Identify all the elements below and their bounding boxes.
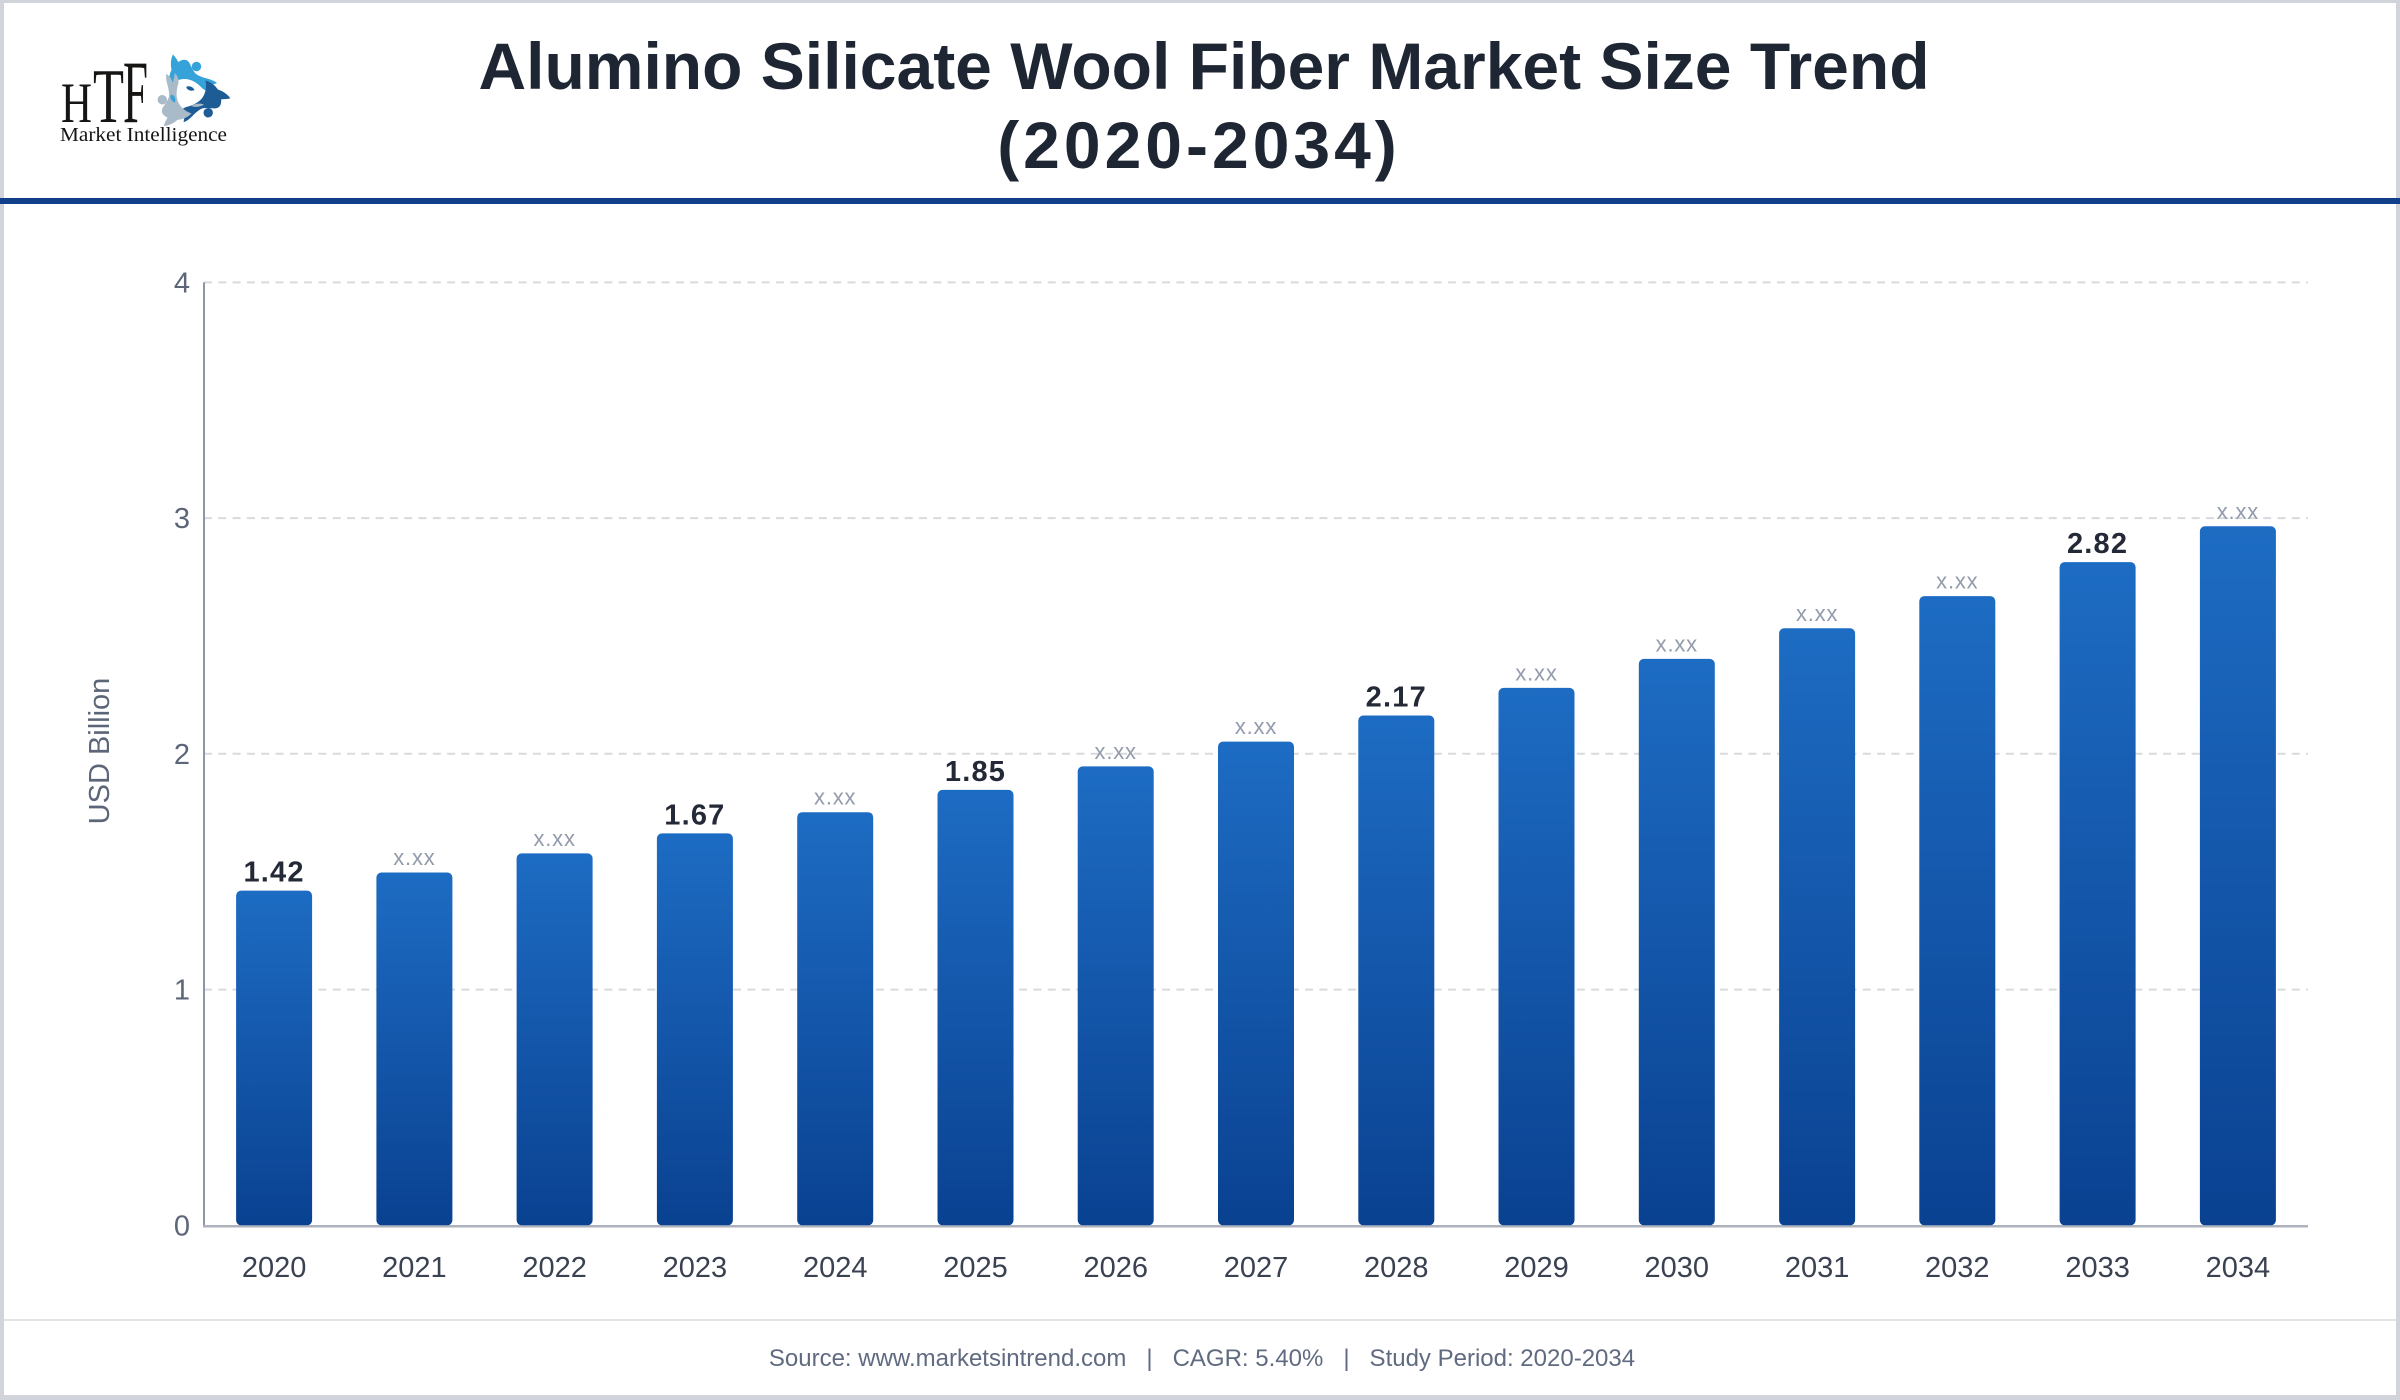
svg-text:x.xx: x.xx [1936, 569, 1978, 594]
svg-text:Market Intelligence: Market Intelligence [60, 124, 227, 146]
svg-text:1.42: 1.42 [243, 857, 304, 889]
svg-text:x.xx: x.xx [533, 826, 575, 851]
svg-text:2032: 2032 [1925, 1252, 1990, 1284]
svg-text:H: H [61, 72, 92, 135]
svg-text:x.xx: x.xx [1235, 714, 1277, 739]
svg-text:x.xx: x.xx [393, 845, 435, 870]
svg-text:2034: 2034 [2206, 1252, 2271, 1284]
svg-text:x.xx: x.xx [1796, 601, 1838, 626]
svg-text:x.xx: x.xx [814, 785, 856, 810]
svg-text:2027: 2027 [1224, 1252, 1289, 1284]
svg-text:4: 4 [174, 267, 190, 299]
svg-text:x.xx: x.xx [2217, 499, 2259, 524]
svg-text:2028: 2028 [1364, 1252, 1429, 1284]
svg-text:x.xx: x.xx [1515, 660, 1557, 685]
svg-text:2022: 2022 [522, 1252, 587, 1284]
svg-text:2: 2 [174, 739, 190, 771]
svg-text:2031: 2031 [1785, 1252, 1850, 1284]
svg-text:2023: 2023 [663, 1252, 728, 1284]
svg-text:2021: 2021 [382, 1252, 447, 1284]
svg-text:2033: 2033 [2065, 1252, 2130, 1284]
svg-text:2.82: 2.82 [2067, 528, 2128, 560]
svg-text:Alumino Silicate Wool Fiber Ma: Alumino Silicate Wool Fiber Market Size … [478, 29, 1929, 103]
svg-text:2030: 2030 [1645, 1252, 1710, 1284]
svg-text:(2020-2034): (2020-2034) [997, 108, 1401, 182]
svg-text:x.xx: x.xx [1656, 631, 1698, 656]
svg-text:1.85: 1.85 [945, 756, 1006, 788]
svg-text:F: F [123, 44, 148, 142]
svg-text:2026: 2026 [1083, 1252, 1148, 1284]
svg-text:2025: 2025 [943, 1252, 1008, 1284]
svg-text:1.67: 1.67 [664, 799, 725, 831]
svg-text:2029: 2029 [1504, 1252, 1569, 1284]
svg-text:0: 0 [174, 1210, 190, 1242]
svg-text:USD Billion: USD Billion [84, 678, 116, 825]
svg-text:T: T [93, 53, 124, 139]
svg-text:Source: www.marketsintrend.com: Source: www.marketsintrend.com | CAGR: 5… [769, 1345, 1635, 1372]
svg-text:3: 3 [174, 503, 190, 535]
svg-text:2020: 2020 [242, 1252, 307, 1284]
svg-text:2.17: 2.17 [1366, 682, 1427, 714]
svg-text:x.xx: x.xx [1095, 739, 1137, 764]
svg-text:1: 1 [174, 975, 190, 1007]
svg-text:2024: 2024 [803, 1252, 868, 1284]
